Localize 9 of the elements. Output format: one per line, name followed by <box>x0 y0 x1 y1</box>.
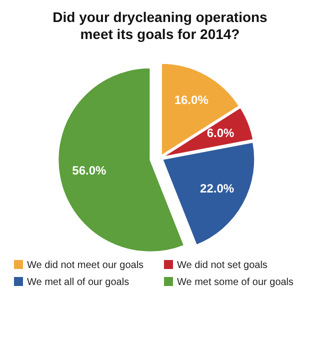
legend-label: We did not set goals <box>177 260 268 271</box>
chart-title: Did your drycleaning operations meet its goals for 2014? <box>52 9 268 42</box>
data-label: 22.0% <box>200 182 234 196</box>
legend-label: We met some of our goals <box>177 277 294 288</box>
data-label: 56.0% <box>72 164 107 178</box>
data-label: 6.0% <box>206 126 235 140</box>
legend-label: We did not meet our goals <box>27 260 144 271</box>
data-label: 16.0% <box>174 93 209 108</box>
legend-label: We met all of our goals <box>27 277 130 288</box>
